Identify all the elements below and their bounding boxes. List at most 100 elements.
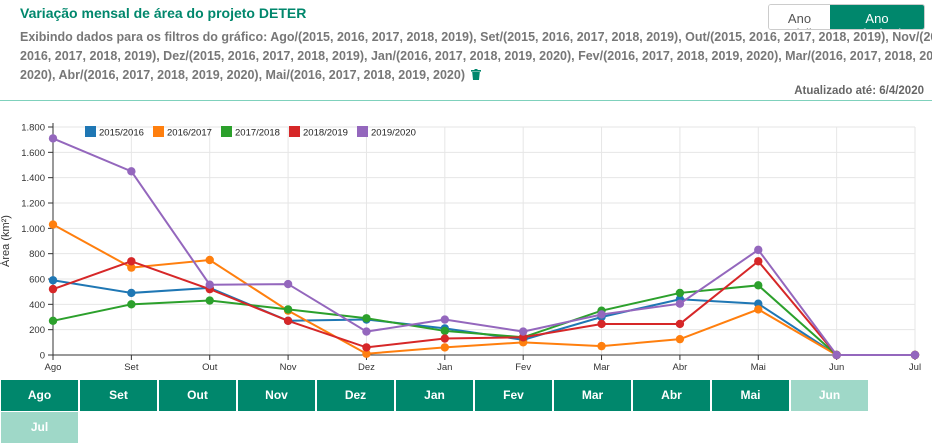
legend-item[interactable]: 2019/2020 (357, 126, 416, 139)
chart-series (48, 134, 920, 360)
x-tick-label: Set (124, 362, 139, 373)
series-line (52, 223, 915, 356)
legend-swatch (85, 126, 96, 137)
month-button-nov[interactable]: Nov (238, 380, 315, 411)
data-point[interactable] (127, 288, 136, 298)
month-button-abr[interactable]: Abr (633, 380, 710, 411)
series-2019-2020 (48, 134, 920, 360)
data-point[interactable] (597, 341, 606, 351)
data-point[interactable] (440, 343, 450, 352)
x-tick-label: Abr (673, 362, 688, 373)
y-tick-label: 1.200 (21, 199, 45, 210)
page-title: Variação mensal de área do projeto DETER (20, 5, 307, 21)
legend-label: 2017/2018 (235, 128, 280, 139)
data-point[interactable] (48, 220, 58, 229)
ano-civil-button[interactable]: Ano Civil (769, 5, 830, 29)
data-point[interactable] (127, 263, 136, 272)
y-axis-label: Área (km²) (0, 215, 12, 267)
month-button-fev[interactable]: Fev (475, 380, 552, 411)
data-point[interactable] (440, 315, 450, 324)
month-button-mar[interactable]: Mar (554, 380, 631, 411)
y-axis: 0 200 400 600 800 1.000 1.200 1.400 1.600 1.800 (21, 123, 54, 362)
ano-referencia-button[interactable]: Ano Referência (830, 5, 924, 29)
month-button-dez[interactable]: Dez (317, 380, 394, 411)
x-tick-label: Mar (593, 362, 609, 373)
y-tick-label: 200 (29, 325, 45, 336)
data-point[interactable] (754, 281, 763, 290)
filter-summary-text: 2020), Abr/(2016, 2017, 2018, 2019, 2020… (20, 68, 466, 82)
month-button-jan[interactable]: Jan (396, 380, 473, 411)
data-point[interactable] (675, 319, 685, 329)
legend-swatch (357, 126, 368, 137)
y-tick-label: 0 (40, 351, 45, 362)
x-tick-label: Mai (751, 362, 766, 373)
legend-item[interactable]: 2016/2017 (153, 126, 212, 139)
x-axis: Ago Set Out Nov Dez Jan Fev Mar Abr Mai Jun Jul (45, 354, 921, 373)
data-point[interactable] (362, 349, 371, 358)
series-line (52, 259, 915, 356)
data-point[interactable] (440, 334, 450, 343)
series-line (52, 284, 915, 356)
y-tick-label: 600 (29, 275, 45, 286)
legend-label: 2015/2016 (99, 128, 144, 139)
month-button-set[interactable]: Set (80, 380, 157, 411)
data-point[interactable] (48, 134, 58, 143)
data-point[interactable] (283, 279, 293, 289)
data-point[interactable] (910, 350, 920, 360)
data-point[interactable] (440, 326, 450, 336)
legend-item[interactable]: 2017/2018 (221, 126, 280, 139)
x-tick-label: Jan (437, 362, 452, 373)
trash-icon[interactable] (471, 69, 482, 80)
data-point[interactable] (205, 280, 214, 289)
data-point[interactable] (127, 300, 136, 309)
data-point[interactable] (675, 299, 685, 308)
data-point[interactable] (675, 334, 685, 344)
x-tick-label: Nov (280, 362, 297, 373)
legend-item[interactable]: 2018/2019 (289, 126, 348, 139)
y-tick-label: 400 (29, 300, 45, 311)
data-point[interactable] (205, 296, 214, 305)
y-tick-label: 1.800 (21, 123, 45, 134)
month-button-jul[interactable]: Jul (1, 412, 78, 443)
data-point[interactable] (283, 316, 293, 325)
legend-swatch (153, 126, 164, 137)
year-mode-toggle: Ano Civil Ano Referência (768, 4, 925, 30)
chart-legend: 2015/2016 2016/2017 2017/2018 2018/2019 2019… (85, 126, 416, 139)
data-point[interactable] (754, 245, 763, 255)
data-point[interactable] (127, 257, 136, 266)
x-tick-label: Jul (909, 362, 921, 373)
y-tick-label: 1.400 (21, 173, 45, 184)
data-point[interactable] (48, 276, 58, 285)
data-point[interactable] (127, 167, 136, 176)
data-point[interactable] (675, 288, 685, 298)
data-point[interactable] (205, 255, 214, 265)
data-point[interactable] (362, 343, 371, 352)
line-chart: 0 200 400 600 800 1.000 1.200 1.400 1.600 1.800 A… (0, 123, 921, 374)
data-point[interactable] (283, 305, 293, 314)
data-point[interactable] (362, 314, 371, 323)
filter-summary-line-2: 2016, 2017, 2018, 2019), Dez/(2015, 2016… (20, 49, 932, 63)
data-point[interactable] (832, 350, 841, 360)
legend-label: 2016/2017 (167, 128, 212, 139)
month-button-out[interactable]: Out (159, 380, 236, 411)
month-selector: Ago Set Out Nov Dez Jan Fev Mar Abr Mai Jun Jul (0, 380, 932, 443)
data-point[interactable] (597, 319, 606, 329)
data-point[interactable] (754, 305, 763, 314)
data-point[interactable] (518, 327, 528, 336)
y-tick-label: 1.600 (21, 148, 45, 159)
x-tick-label: Dez (358, 362, 375, 373)
legend-swatch (289, 126, 300, 137)
divider (0, 100, 932, 101)
data-point[interactable] (48, 284, 58, 294)
data-point[interactable] (754, 257, 763, 266)
x-tick-label: Fev (515, 362, 531, 373)
y-tick-label: 1.000 (21, 224, 45, 235)
month-button-ago[interactable]: Ago (1, 380, 78, 411)
data-point[interactable] (362, 327, 371, 336)
legend-item[interactable]: 2015/2016 (85, 126, 144, 139)
data-point[interactable] (597, 310, 606, 319)
data-point[interactable] (48, 316, 58, 325)
legend-label: 2018/2019 (303, 128, 348, 139)
month-button-mai[interactable]: Mai (712, 380, 789, 411)
month-button-jun[interactable]: Jun (791, 380, 868, 411)
